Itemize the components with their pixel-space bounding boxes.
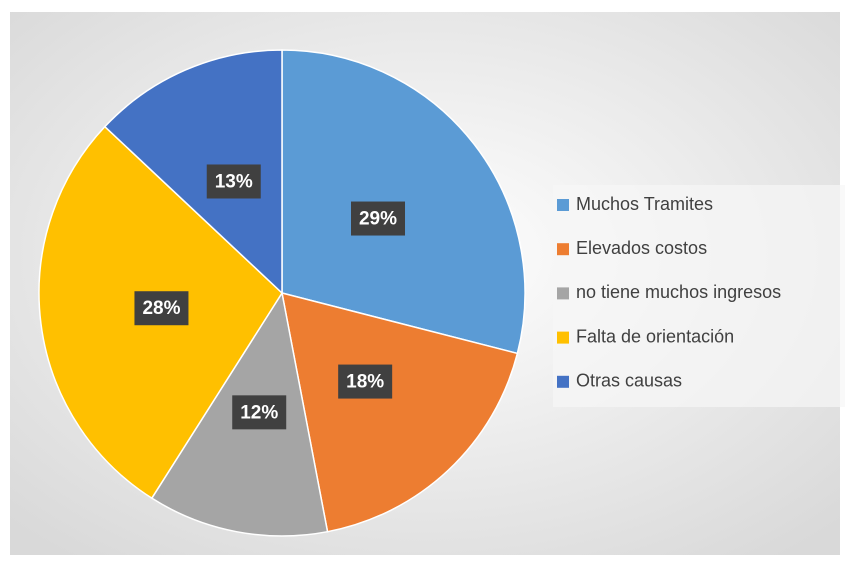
legend-label: Muchos Tramites	[576, 194, 713, 214]
data-label-box	[232, 395, 287, 430]
data-label-box	[338, 364, 393, 399]
legend-label: Elevados costos	[576, 238, 707, 258]
legend-box	[553, 185, 845, 407]
legend-swatch	[557, 375, 569, 388]
data-label: 12%	[240, 402, 278, 423]
pie-slice	[281, 291, 519, 533]
data-label-box	[351, 201, 406, 236]
legend-label: no tiene muchos ingresos	[576, 282, 781, 302]
data-label: 29%	[359, 209, 397, 230]
data-label: 13%	[215, 172, 253, 193]
legend-label: Falta de orientación	[576, 326, 734, 346]
pie-slice	[103, 49, 283, 295]
legend-swatch	[557, 243, 569, 256]
legend-label: Otras causas	[576, 371, 682, 391]
data-label-box	[134, 291, 189, 326]
legend-swatch	[557, 199, 569, 211]
data-label: 18%	[346, 372, 384, 393]
data-label-box	[206, 164, 261, 199]
data-label: 28%	[142, 298, 180, 319]
legend-swatch	[557, 331, 569, 344]
legend-swatch	[557, 287, 569, 300]
